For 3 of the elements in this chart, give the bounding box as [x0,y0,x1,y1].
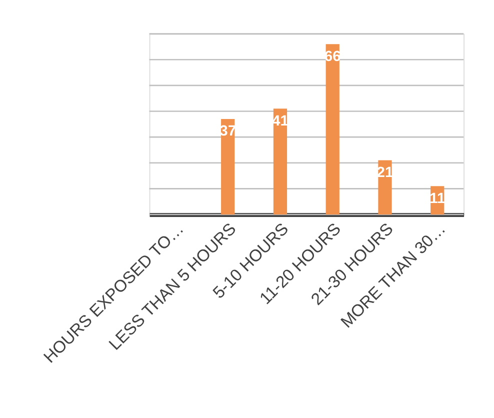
bar [326,44,340,215]
data-label: 21 [376,164,394,181]
bar [378,160,392,215]
